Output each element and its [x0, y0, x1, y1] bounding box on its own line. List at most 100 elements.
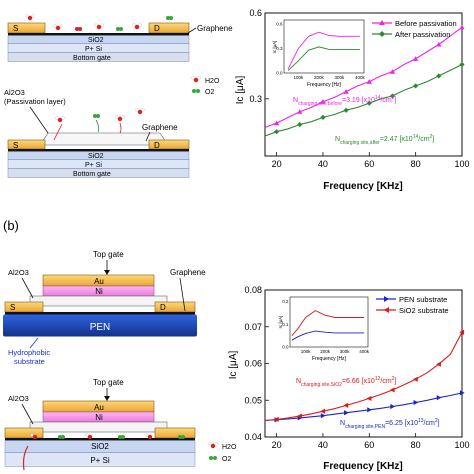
drain-electrode-b2 [154, 427, 196, 439]
inset-y-tick-label: 0.3 [276, 46, 283, 51]
source-electrode-b2 [4, 427, 44, 439]
data-point-1 [436, 361, 441, 367]
chart-b: Ic [μA] Frequency [KHz] 20 40 60 80 1000.040… [228, 285, 470, 472]
chart-a: Ic [μA] Frequency [KHz] 20 40 60 80 100 0.3 0.… [235, 8, 470, 192]
y-tick-label: 0.05 [244, 395, 262, 405]
chart-a-inset: Ic [μA] Frequency [Hz] 100k 200k 300k 400k 0… [272, 19, 366, 88]
chart-a-inset-ylabel: Ic [μA] [272, 41, 277, 54]
chart-b-inset-frame [289, 296, 369, 348]
inset-x-tick-label: 100k [301, 349, 312, 354]
schematic-a-bottom: Al2O3 (Passivation layer) S D SiO2 P+ Si… [4, 88, 190, 178]
bottom-gate-label-a2: Bottom gate [73, 171, 111, 178]
y-tick-label: 0.06 [244, 359, 262, 369]
graphene-layer [8, 33, 189, 36]
data-point-1 [273, 416, 279, 422]
chart-b-inset: Ic [μA] Frequency [Hz] 100k 200k 300k 400k 0… [278, 296, 370, 362]
data-point-1 [413, 83, 419, 89]
sio2-label-b2: SiO2 [91, 442, 109, 451]
psi-label: P+ Si [85, 46, 102, 53]
legend-before-marker [379, 20, 385, 25]
passivation-pointer [29, 106, 49, 134]
data-point-0 [390, 403, 396, 410]
data-point-0 [459, 390, 465, 396]
chart-a-legend: Before passivation After passivation [372, 19, 457, 39]
graphene-label-a2: Graphene [142, 123, 178, 132]
y-tick-label: 0.6 [249, 8, 262, 18]
data-point-0 [344, 410, 349, 416]
ni-label-b2: Ni [95, 413, 103, 422]
data-point-1 [459, 329, 465, 335]
pen-label: PEN [90, 322, 111, 333]
graphene-label: Graphene [197, 24, 233, 33]
x-tick-label: 100 [454, 440, 469, 450]
y-tick-label: 0.07 [244, 322, 262, 332]
chart-a-inset-ticks: 100k 200k 300k 400k 0.0 0.3 0.6 [276, 22, 365, 80]
top-gate-arrow-b2 [104, 396, 110, 401]
al2o3-label-b2: Al2O3 [8, 394, 29, 403]
data-point-1 [297, 413, 302, 419]
molecule-legend-a: H2O O2 [191, 76, 220, 96]
y-tick-label: 0.3 [249, 94, 262, 104]
al2o3-pointer-b2 [21, 403, 34, 425]
data-point-1 [389, 387, 395, 393]
passivation-layer [39, 132, 169, 146]
data-point-0 [436, 41, 442, 47]
al2o3-dielectric-b2 [29, 421, 168, 433]
molecules-a-bottom [53, 108, 145, 141]
h2o-legend-label: H2O [205, 78, 220, 85]
chart-b-legend: PEN substrate SiO2 substrate [376, 295, 449, 315]
inset-x-tick-label: 200k [314, 75, 325, 80]
al2o3-pointer-b [21, 277, 34, 299]
inset-y-tick-label: 0.1 [282, 322, 289, 327]
chart-b-ticks: 20 40 60 80 100 0.04 0.05 0.06 0.07 0.08 [244, 285, 469, 450]
inset-y-tick-label: 0.6 [276, 22, 283, 27]
inset-series-line-0 [287, 31, 360, 70]
bottom-gate-label: Bottom gate [73, 55, 111, 62]
x-tick-label: 40 [318, 440, 328, 450]
chart-a-series [264, 24, 465, 137]
sio2-label: SiO2 [88, 37, 104, 44]
schematic-b-top: Top gate Au Ni S D PEN Al2O3 Graphene Hy… [3, 250, 206, 366]
psi-layer-b2 [4, 452, 196, 467]
data-point-0 [343, 89, 349, 94]
inset-x-tick-label: 300k [340, 349, 351, 354]
top-gate-label-b2: Top gate [93, 378, 124, 387]
data-point-1 [297, 121, 303, 128]
chart-b-ylabel: Ic [μA] [228, 351, 239, 380]
psi-label-b2: P+ Si [90, 456, 110, 465]
inset-series-line-1 [287, 46, 360, 71]
al2o3-dielectric [29, 295, 168, 307]
data-point-1 [366, 100, 372, 106]
x-tick-label: 100 [454, 159, 469, 169]
o2-legend-icon [192, 89, 196, 93]
h2o-legend-icon [193, 77, 199, 83]
source-label: S [13, 24, 18, 33]
legend-pen-label: PEN substrate [399, 295, 447, 304]
source-label-a2: S [13, 141, 18, 150]
data-point-1 [459, 61, 465, 68]
panel-b-label: (b) [3, 218, 19, 233]
drain-label: D [154, 24, 160, 33]
data-point-1 [436, 73, 442, 79]
chart-a-ylabel: Ic [μA] [235, 76, 246, 105]
molecules-b-bottom [22, 433, 185, 471]
o2-legend-label: O2 [205, 89, 214, 96]
hydrophobic-label-1: Hydrophobic [8, 348, 50, 357]
bottom-gate-layer [7, 52, 190, 62]
legend-after-marker [379, 31, 385, 37]
data-point-1 [320, 408, 326, 414]
data-point-0 [367, 407, 372, 413]
au-label-b2: Au [94, 403, 104, 412]
data-point-1 [343, 402, 349, 408]
schematic-b-bottom: Top gate Au Ni SiO2 P+ Si Al2O3 H2O [4, 378, 237, 471]
molecule-legend-b: H2O O2 [208, 442, 237, 463]
graphene-pointer-a2 [145, 131, 151, 142]
au-label: Au [94, 277, 104, 286]
o2-legend-label-b: O2 [222, 456, 231, 463]
h2o-legend-label-b: H2O [222, 444, 237, 451]
x-tick-label: 80 [411, 159, 421, 169]
x-tick-label: 20 [272, 159, 282, 169]
data-point-1 [320, 114, 326, 120]
y-tick-label: 0.08 [244, 285, 262, 295]
